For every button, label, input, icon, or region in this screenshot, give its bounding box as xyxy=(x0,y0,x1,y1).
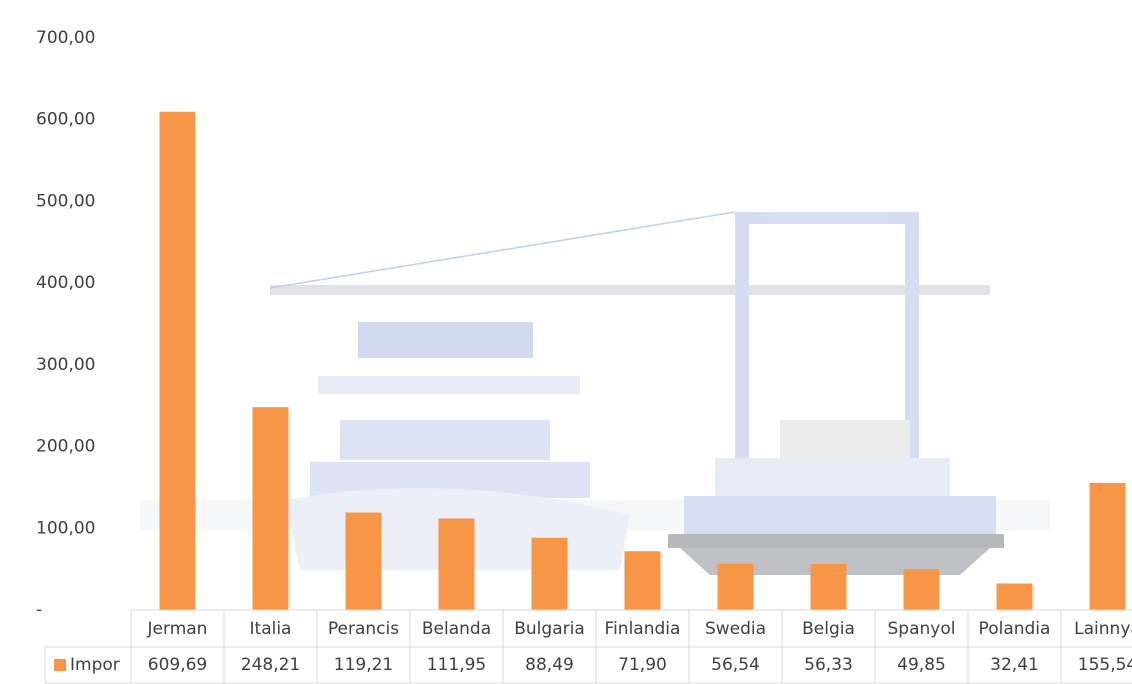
bar xyxy=(160,112,196,610)
x-tick-label: Belgia xyxy=(802,619,855,639)
bar xyxy=(346,513,382,610)
bar xyxy=(253,407,289,610)
y-tick-label: 200,00 xyxy=(36,437,95,457)
y-tick-label: 500,00 xyxy=(36,191,95,211)
data-table-value: 56,54 xyxy=(711,655,760,675)
x-tick-label: Lainnya xyxy=(1074,619,1132,639)
x-tick-label: Swedia xyxy=(705,619,766,639)
legend-label: Impor xyxy=(70,655,120,675)
y-tick-label: - xyxy=(36,600,42,620)
bar xyxy=(718,564,754,610)
x-tick-label: Perancis xyxy=(328,619,399,639)
x-tick-label: Jerman xyxy=(147,619,208,639)
bar xyxy=(625,551,661,610)
data-table-value: 32,41 xyxy=(990,655,1039,675)
bar xyxy=(1090,483,1126,610)
data-table-value: 71,90 xyxy=(618,655,667,675)
data-table-value: 155,54 xyxy=(1078,655,1132,675)
bar xyxy=(904,569,940,610)
x-tick-label: Bulgaria xyxy=(514,619,585,639)
chart: - 100,00 200,00 300,00 400,00 500,00 600,00 700… xyxy=(0,0,1132,684)
data-table-value: 49,85 xyxy=(897,655,946,675)
data-table-value: 248,21 xyxy=(241,655,300,675)
y-tick-label: 100,00 xyxy=(36,518,95,538)
x-tick-label: Finlandia xyxy=(605,619,681,639)
data-table-value: 119,21 xyxy=(334,655,393,675)
bar xyxy=(997,584,1033,610)
bar xyxy=(811,564,847,610)
y-tick-label: 400,00 xyxy=(36,273,95,293)
y-tick-label: 300,00 xyxy=(36,355,95,375)
bar xyxy=(439,519,475,610)
data-table-value: 609,69 xyxy=(148,655,207,675)
legend-swatch xyxy=(54,659,66,671)
data-table-value: 56,33 xyxy=(804,655,853,675)
x-tick-label: Spanyol xyxy=(888,619,956,639)
x-tick-label: Italia xyxy=(250,619,292,639)
y-tick-label: 600,00 xyxy=(36,110,95,130)
x-tick-label: Polandia xyxy=(979,619,1051,639)
y-tick-label: 700,00 xyxy=(36,28,95,48)
bar xyxy=(532,538,568,610)
x-tick-label: Belanda xyxy=(422,619,491,639)
data-table-value: 88,49 xyxy=(525,655,574,675)
data-table-value: 111,95 xyxy=(427,655,486,675)
